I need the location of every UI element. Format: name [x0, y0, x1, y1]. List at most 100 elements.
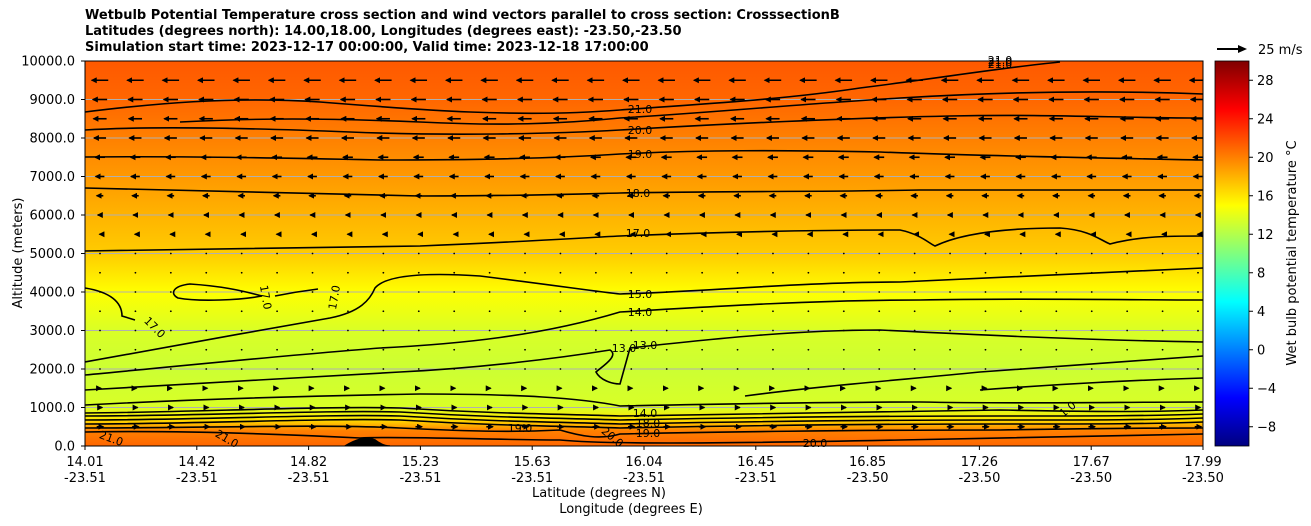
x-tick-latitude: 14.82 — [290, 455, 327, 470]
wind-vector — [701, 310, 704, 313]
wind-vector — [913, 310, 916, 313]
wind-vector — [559, 271, 562, 274]
wind-vector — [701, 368, 704, 370]
wind-vector — [630, 291, 633, 293]
wind-vector — [559, 291, 562, 293]
colorbar-frame — [1214, 60, 1250, 447]
title-line-2: Latitudes (degrees north): 14.00,18.00, … — [85, 24, 682, 39]
wind-vector — [878, 368, 881, 370]
colorbar-tick-label: 28 — [1257, 74, 1274, 89]
wind-vector — [1126, 291, 1129, 293]
x-tick-latitude: 17.99 — [1184, 455, 1221, 470]
wind-vector — [382, 271, 385, 274]
wind-vector — [1090, 329, 1093, 332]
wind-vector — [417, 252, 420, 255]
x-tick-latitude: 17.26 — [961, 455, 998, 470]
wind-vector — [488, 329, 491, 332]
wind-vector — [1197, 271, 1199, 274]
wind-vector — [240, 329, 243, 332]
x-tick-latitude: 14.42 — [178, 455, 215, 470]
wind-vector — [417, 291, 420, 293]
x-tick-latitude: 16.04 — [625, 455, 662, 470]
contour-15 — [85, 267, 1203, 363]
wind-vector — [1197, 291, 1199, 293]
wind-vector — [205, 252, 208, 255]
colorbar-tick-label: 12 — [1257, 228, 1274, 243]
colorbar-tick-label: 8 — [1257, 266, 1265, 281]
wind-vector — [1020, 252, 1022, 255]
wind-vector — [1055, 271, 1058, 274]
wind-vector — [524, 271, 526, 274]
wind-vector — [417, 271, 420, 274]
wind-vector — [807, 348, 810, 351]
wind-vector — [134, 252, 137, 255]
y-axis-label: Altitude (meters) — [11, 198, 26, 309]
contour-18 — [85, 187, 1203, 197]
wind-vector — [665, 368, 668, 370]
wind-vector — [1161, 310, 1164, 313]
wind-vector — [913, 348, 916, 351]
wind-vector — [311, 252, 314, 255]
colorbar-tick-label: 4 — [1257, 305, 1265, 320]
x-tick-longitude: -23.50 — [1182, 471, 1224, 486]
wind-vector — [453, 271, 456, 274]
wind-reference-key: 25 m/s — [1217, 43, 1303, 58]
wind-vector — [1020, 329, 1022, 332]
wind-vector — [382, 348, 385, 351]
wind-vector — [630, 368, 633, 370]
colorbar-tick-label: 0 — [1257, 343, 1265, 358]
wind-vector — [1161, 368, 1164, 370]
contour-label: 19.0 — [628, 148, 653, 161]
wind-vector — [772, 348, 774, 351]
contour-label: 21.0 — [988, 56, 1013, 69]
wind-vector — [382, 310, 385, 313]
wind-vector — [736, 368, 739, 370]
wind-vector — [99, 310, 101, 313]
wind-vector — [665, 271, 668, 274]
wind-vector — [311, 291, 314, 293]
wind-vector — [701, 348, 704, 351]
y-tick-label: 8000.0 — [30, 132, 76, 147]
wind-vector — [665, 329, 668, 332]
wind-vector — [1161, 291, 1164, 293]
title-line-1: Wetbulb Potential Temperature cross sect… — [85, 8, 840, 23]
wind-vector — [1126, 329, 1129, 332]
colorbar-tick-label: 20 — [1257, 151, 1274, 166]
wind-vector — [842, 329, 845, 332]
contour-label: 17.0 — [626, 227, 651, 240]
wind-vector — [984, 310, 987, 313]
wind-vector — [807, 271, 810, 274]
x-tick-latitude: 17.67 — [1073, 455, 1110, 470]
wind-vector — [169, 329, 172, 332]
wind-vector — [134, 271, 137, 274]
wind-vector — [382, 252, 385, 255]
wind-vector — [807, 329, 810, 332]
contour-13-lower — [744, 355, 1203, 397]
wind-vector — [488, 368, 491, 370]
x-axis: 14.01-23.5114.42-23.5114.82-23.5115.23-2… — [64, 446, 1224, 486]
wind-vector — [736, 252, 739, 255]
x-tick-longitude: -23.51 — [176, 471, 218, 486]
wind-vector — [134, 329, 137, 332]
wind-vector — [524, 310, 526, 313]
wind-vector — [1161, 252, 1164, 255]
colorbar-ticks: −8 −4 0 4 8 12 16 20 24 28 — [1249, 74, 1276, 435]
x-tick-longitude: -23.51 — [399, 471, 441, 486]
wind-vector — [1161, 271, 1164, 274]
contour-label: 14.0 — [628, 306, 653, 319]
wind-vector — [1020, 368, 1022, 370]
wind-vector — [736, 329, 739, 332]
contour-label: 19.0 — [508, 422, 533, 435]
wind-vector — [594, 252, 597, 255]
wind-vector — [842, 291, 845, 293]
wind-vector — [984, 329, 987, 332]
wind-vector — [99, 348, 101, 351]
wind-vector — [205, 368, 208, 370]
x-axis-label-longitude: Longitude (degrees E) — [559, 502, 703, 517]
wind-vector — [842, 310, 845, 313]
wind-vector — [878, 291, 881, 293]
wind-vector — [736, 291, 739, 293]
wind-vector — [1197, 310, 1199, 313]
wind-vector — [134, 310, 137, 313]
